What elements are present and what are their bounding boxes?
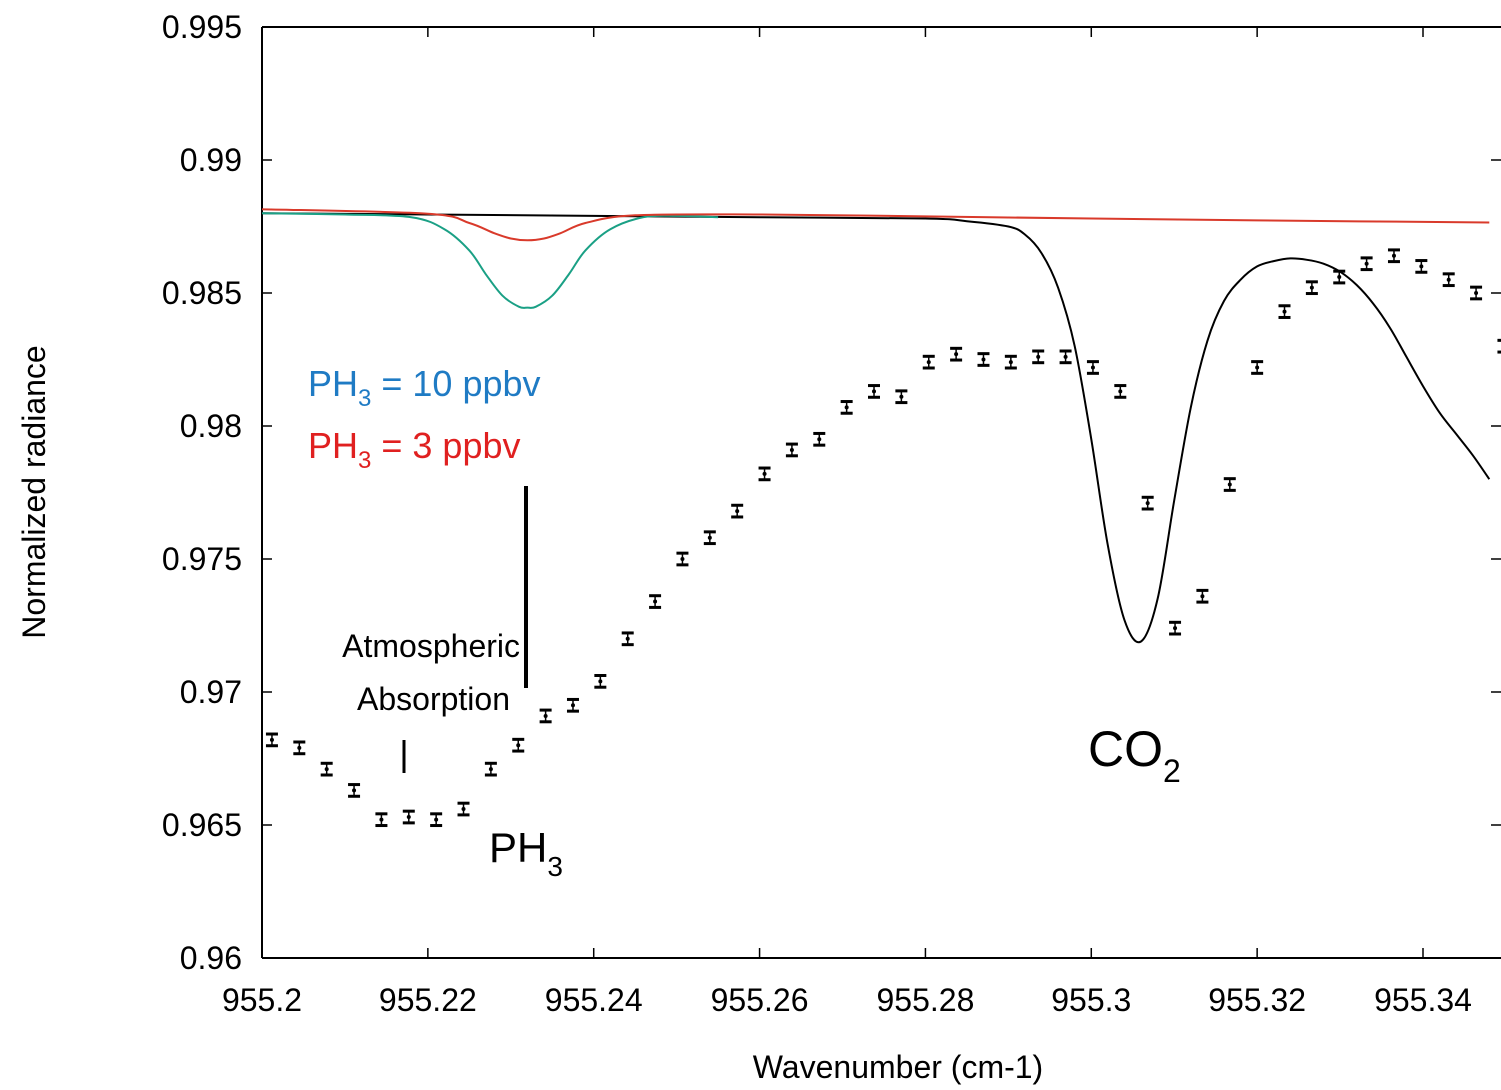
y-tick-label: 0.985	[162, 275, 242, 311]
obs-point	[872, 389, 877, 394]
obs-point	[653, 599, 658, 604]
y-axis-title: Normalized radiance	[16, 345, 52, 638]
x-tick-label: 955.26	[711, 982, 809, 1018]
obs-point	[926, 360, 931, 365]
obs-point	[488, 767, 493, 772]
y-tick-label: 0.965	[162, 807, 242, 843]
legend-ph3-3ppbv-sub: 3	[358, 447, 371, 474]
obs-point	[379, 817, 384, 822]
plot-layer: 955.2 955.22 955.24 955.26 955.28 955.3 955.32…	[162, 9, 1501, 1018]
obs-point	[735, 509, 740, 514]
co2-label-sub: 2	[1163, 753, 1181, 789]
obs-point	[1173, 626, 1178, 631]
obs-point	[680, 557, 685, 561]
y-tick-label: 0.99	[180, 142, 242, 178]
obs-point	[1063, 354, 1068, 359]
obs-point	[1419, 264, 1424, 269]
y-tick-label: 0.98	[180, 408, 242, 444]
y-tick-label: 0.96	[180, 940, 242, 976]
x-tick-label: 955.2	[222, 982, 302, 1018]
legend-ph3-10ppbv-rest: = 10 ppbv	[371, 363, 540, 404]
obs-point	[1282, 309, 1287, 314]
legend-ph3-3ppbv-rest: = 3 ppbv	[371, 425, 520, 466]
legend-ph3-3ppbv: PH3 = 3 ppbv	[308, 425, 521, 474]
obs-point	[297, 745, 302, 750]
obs-point	[899, 394, 904, 399]
ph3-label: PH3	[489, 824, 563, 882]
obs-point	[1364, 261, 1369, 266]
obs-point	[817, 437, 822, 442]
obs-point	[1090, 365, 1095, 370]
obs-point	[1008, 360, 1013, 365]
y-tick-label: 0.97	[180, 674, 242, 710]
obs-point	[352, 788, 357, 793]
x-tick-label: 955.22	[379, 982, 477, 1018]
series-line-model-ph3-3ppbv	[262, 208, 1490, 242]
obs-point	[844, 405, 849, 410]
x-tick-label: 955.28	[876, 982, 974, 1018]
y-tick-label: 0.995	[162, 9, 242, 45]
ph3-label-main: PH	[489, 824, 547, 871]
obs-point	[516, 743, 521, 748]
series-line-model-co2	[262, 212, 1491, 644]
obs-point	[406, 815, 411, 820]
obs-point	[570, 703, 575, 708]
obs-point	[1227, 482, 1232, 487]
x-tick-label: 955.24	[545, 982, 643, 1018]
obs-point	[789, 447, 794, 452]
obs-point	[1337, 275, 1342, 280]
x-axis-title: Wavenumber (cm-1)	[753, 1049, 1043, 1085]
x-tick-label: 955.34	[1374, 982, 1472, 1018]
legend-ph3-3ppbv-label: PH	[308, 425, 358, 466]
obs-point	[625, 636, 630, 641]
obs-point	[434, 817, 439, 822]
obs-point	[598, 679, 603, 684]
y-tick-label: 0.975	[162, 541, 242, 577]
ph3-label-sub: 3	[547, 851, 563, 882]
legend-ph3-10ppbv-label: PH	[308, 363, 358, 404]
obs-point	[1145, 501, 1150, 506]
legend-ph3-10ppbv-sub: 3	[358, 385, 371, 412]
obs-point	[1036, 354, 1041, 359]
obs-point	[461, 807, 466, 812]
legend-ph3-10ppbv: PH3 = 10 ppbv	[308, 363, 541, 412]
atmospheric-label-line2: Absorption	[357, 681, 510, 717]
obs-point	[1118, 389, 1123, 394]
obs-point	[762, 471, 767, 476]
obs-point	[954, 352, 959, 357]
co2-label-main: CO	[1088, 721, 1163, 777]
obs-point	[1446, 277, 1451, 282]
obs-point	[543, 713, 548, 718]
series-line-model-ph3-10ppbv	[262, 212, 719, 309]
obs-point	[1255, 365, 1260, 370]
obs-point	[707, 535, 712, 540]
co2-label: CO2	[1088, 721, 1181, 789]
x-tick-label: 955.32	[1208, 982, 1306, 1018]
obs-point	[1474, 291, 1479, 295]
atmospheric-label-line1: Atmospheric	[342, 628, 520, 664]
obs-point	[981, 357, 986, 362]
x-tick-label: 955.3	[1051, 982, 1131, 1018]
obs-point	[269, 737, 274, 742]
obs-point	[324, 767, 329, 772]
obs-point	[1309, 285, 1314, 290]
obs-point	[1200, 594, 1205, 599]
obs-point	[1391, 253, 1396, 258]
